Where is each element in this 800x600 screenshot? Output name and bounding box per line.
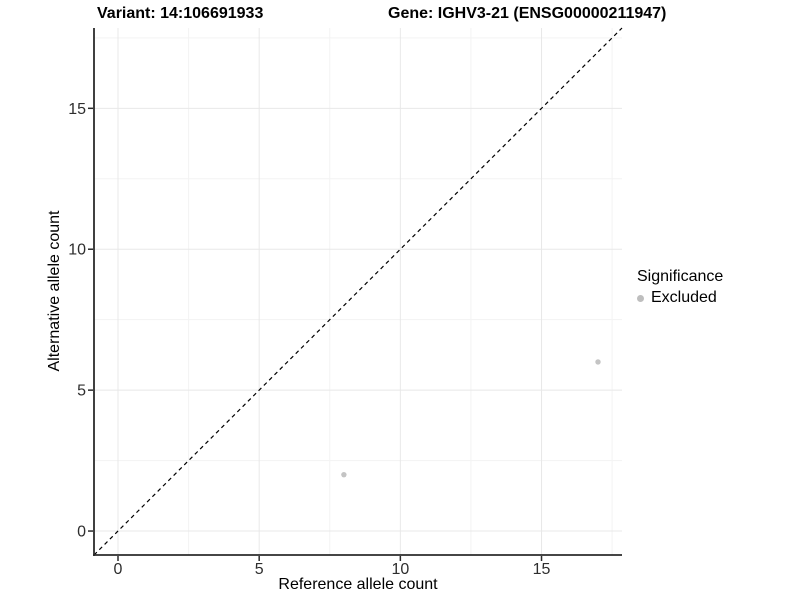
- x-axis-tick-label: 5: [255, 561, 264, 578]
- plot-title-variant: Variant: 14:106691933: [97, 5, 264, 22]
- y-axis-tick-label: 5: [77, 383, 86, 400]
- x-axis-tick-label: 10: [391, 561, 409, 578]
- y-axis-tick-label: 0: [77, 524, 86, 541]
- x-axis-tick-label: 15: [533, 561, 551, 578]
- plot-title-gene: Gene: IGHV3-21 (ENSG00000211947): [388, 5, 667, 22]
- legend-entry-label: Excluded: [651, 289, 717, 306]
- legend-point-icon: [637, 294, 644, 302]
- y-axis-tick-label: 15: [68, 101, 86, 118]
- legend-title: Significance: [637, 268, 724, 285]
- legend: Significance Excluded: [637, 268, 723, 307]
- identity-dashed-line: [93, 27, 623, 556]
- legend-entry-excluded: Excluded: [637, 289, 723, 307]
- data-point: [595, 359, 601, 365]
- x-axis-tick-label: 0: [114, 561, 123, 578]
- y-axis-title: Alternative allele count: [46, 210, 63, 372]
- y-axis-tick-label: 10: [68, 242, 86, 259]
- data-point: [341, 471, 347, 478]
- x-axis-title: Reference allele count: [278, 576, 438, 593]
